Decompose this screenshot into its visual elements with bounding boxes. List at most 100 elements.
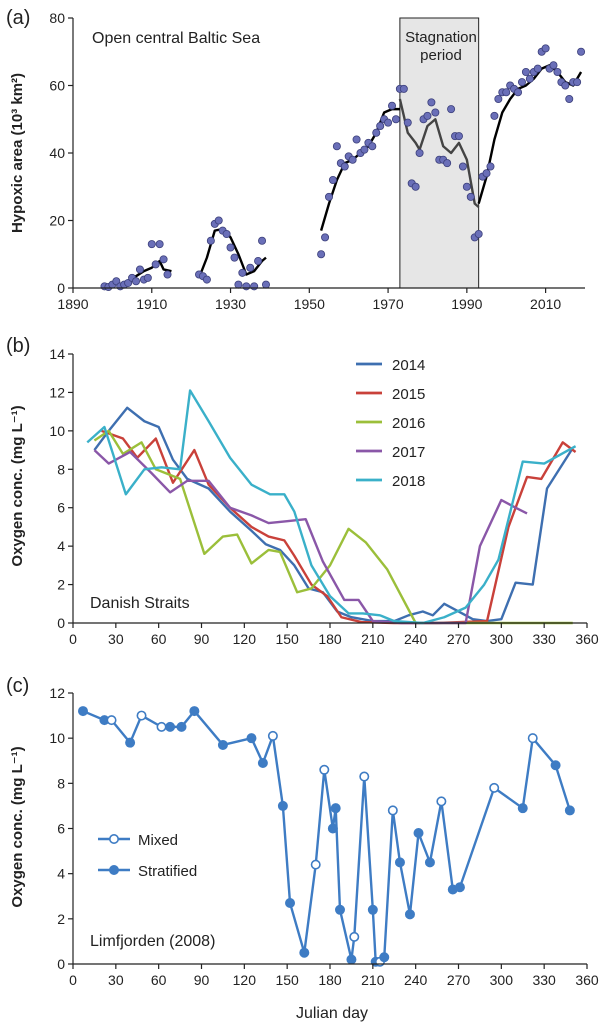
- panel-a-data-point: [226, 243, 235, 252]
- legend-label-2016: 2016: [392, 415, 425, 432]
- stratified-point: [285, 898, 296, 909]
- panel-a-data-point: [517, 78, 526, 87]
- panel-c-x-tick-label: 210: [361, 972, 385, 988]
- panel-a-data-point: [143, 273, 152, 282]
- stratified-point: [394, 857, 405, 868]
- panel-b-x-tick-label: 300: [490, 631, 514, 647]
- panel-a-data-point: [474, 229, 483, 238]
- panel-a-data-point: [482, 169, 491, 178]
- panel-a-trend-segment: [197, 227, 267, 279]
- panel-a-label: (a): [6, 7, 30, 29]
- panel-a-x-tick-label: 1950: [294, 296, 325, 312]
- panel-c-y-tick-label: 8: [57, 775, 65, 791]
- series-line-2017: [93, 449, 528, 625]
- stratified-point: [189, 706, 200, 717]
- panel-a-data-point: [159, 255, 168, 264]
- stratified-point: [77, 706, 88, 717]
- panel-c-x-tick-label: 180: [318, 972, 342, 988]
- panel-a-data-point: [494, 95, 503, 104]
- panel-a-data-point: [549, 61, 558, 70]
- panel-b-x-tick-label: 150: [275, 631, 299, 647]
- panel-c-y-tick-label: 0: [57, 956, 65, 972]
- panel-a-data-point: [565, 95, 574, 104]
- panel-b-x-tick-label: 210: [361, 631, 385, 647]
- panel-a-data-point: [317, 250, 326, 259]
- panel-a-data-point: [230, 253, 239, 262]
- panel-a-data-point: [340, 162, 349, 171]
- panel-c-x-tick-label: 150: [275, 972, 299, 988]
- panel-a-data-point: [151, 260, 160, 269]
- panel-c-x-tick-label: 360: [575, 972, 599, 988]
- stratified-point: [454, 882, 465, 893]
- panel-c-x-tick-label: 90: [194, 972, 210, 988]
- panel-a-data-point: [561, 81, 570, 90]
- panel-a-data-point: [234, 280, 243, 289]
- panel-c-y-tick-label: 6: [57, 821, 65, 837]
- panel-a-data-point: [376, 122, 385, 131]
- stratified-point: [125, 737, 136, 748]
- stratified-point: [327, 823, 338, 834]
- stratified-point: [346, 954, 357, 965]
- mixed-point: [359, 771, 370, 782]
- panel-a-x-tick-label: 1990: [451, 296, 482, 312]
- mixed-point: [310, 859, 321, 870]
- stagnation-period-shade: [399, 17, 480, 289]
- panel-a-data-point: [261, 280, 270, 289]
- panel-a-data-point: [384, 118, 393, 127]
- panel-a-data-point: [328, 175, 337, 184]
- panel-c-x-tick-label: 0: [69, 972, 77, 988]
- stratified-point: [424, 857, 435, 868]
- panel-a-data-point: [222, 229, 231, 238]
- panel-c-y-tick-label: 10: [49, 730, 65, 746]
- panel-c-x-tick-label: 120: [233, 972, 257, 988]
- panel-a-data-point: [431, 108, 440, 117]
- panel-a-x-tick-label: 1970: [372, 296, 403, 312]
- panel-a-data-point: [399, 84, 408, 93]
- panel-b-y-tick-label: 12: [49, 384, 65, 400]
- panel-b-axes: 0 30 60 90 120 150 180 210 240 270 300 330 360 0 2 4 6 8 1…: [49, 346, 598, 647]
- stratified-point: [176, 721, 187, 732]
- stratified-point: [367, 904, 378, 915]
- mixed-point: [319, 764, 330, 775]
- panel-c-x-tick-label: 330: [532, 972, 556, 988]
- panel-a-data-point: [502, 88, 511, 97]
- panel-a-points: [100, 44, 586, 291]
- panel-b-y-tick-label: 0: [57, 615, 65, 631]
- mixed-point: [106, 715, 117, 726]
- panel-a-data-point: [427, 98, 436, 107]
- legend-label-2018: 2018: [392, 473, 425, 490]
- panel-c-points: [77, 706, 575, 967]
- mixed-point: [156, 721, 167, 732]
- legend-label-2015: 2015: [392, 386, 425, 403]
- panel-a-data-point: [577, 47, 586, 56]
- legend-label-stratified: Stratified: [138, 863, 197, 880]
- panel-a-y-tick-label: 20: [49, 213, 65, 229]
- panel-a-data-point: [155, 240, 164, 249]
- panel-c-x-tick-label: 270: [447, 972, 471, 988]
- panel-a-data-point: [466, 192, 475, 201]
- panel-c-y-tick-label: 12: [49, 685, 65, 701]
- panel-b-x-tick-label: 60: [151, 631, 167, 647]
- panel-a-data-point: [423, 111, 432, 120]
- panel-a-x-tick-label: 1890: [57, 296, 88, 312]
- panel-a-y-axis-label: Hypoxic area (10³ km²): [9, 73, 26, 233]
- panel-a-data-point: [254, 256, 263, 265]
- stratified-point: [330, 803, 341, 814]
- panel-a-data-point: [321, 233, 330, 242]
- mixed-point: [387, 805, 398, 816]
- panel-a-data-point: [415, 148, 424, 157]
- legend-label-2017: 2017: [392, 444, 425, 461]
- panel-a-data-point: [372, 128, 381, 137]
- panel-a-data-point: [368, 142, 377, 151]
- panel-b-x-tick-label: 180: [318, 631, 342, 647]
- panel-b-series-lines: [86, 389, 577, 625]
- panel-a-data-point: [352, 135, 361, 144]
- panel-a-data-point: [541, 44, 550, 53]
- series-line-2014: [93, 406, 574, 623]
- panel-b-x-tick-label: 120: [233, 631, 257, 647]
- panel-a-data-point: [490, 111, 499, 120]
- mixed-point: [267, 730, 278, 741]
- panel-a-data-point: [147, 240, 156, 249]
- panel-a-x-tick-label: 1910: [136, 296, 167, 312]
- legend-marker-stratified: [109, 864, 120, 875]
